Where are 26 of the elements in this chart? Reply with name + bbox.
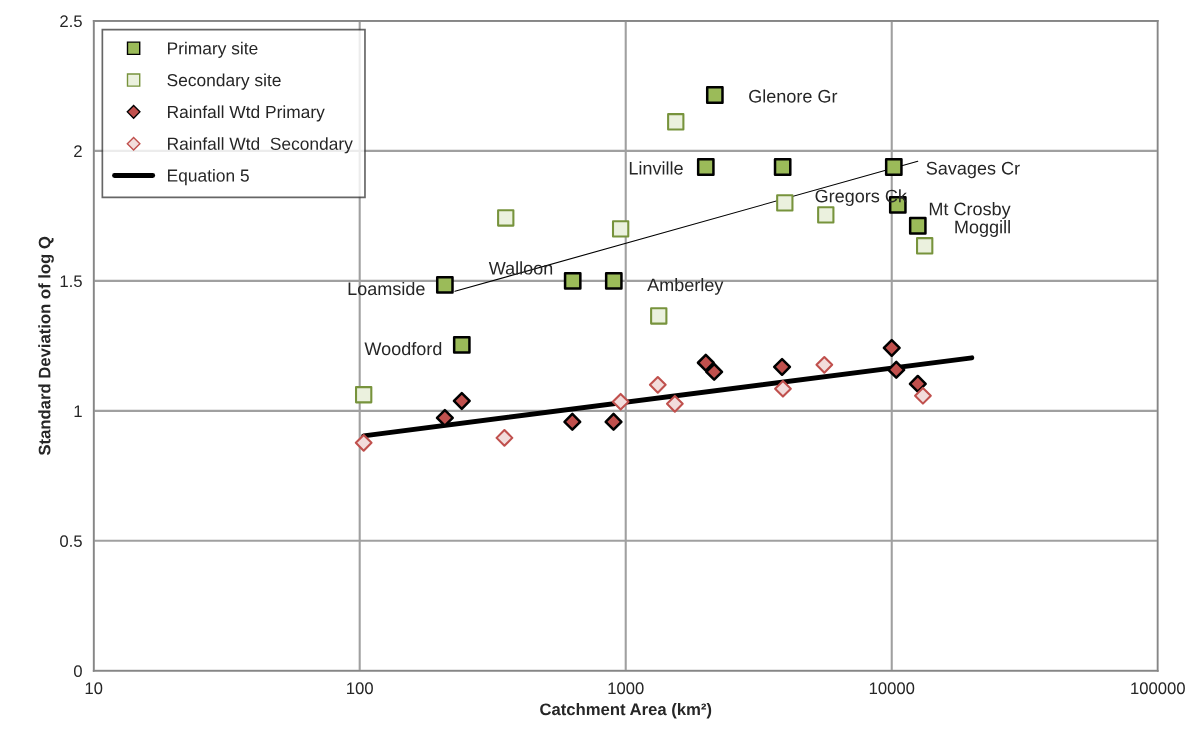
y-axis-title: Standard Deviation of log Q xyxy=(38,236,54,456)
y-tick-label: 0 xyxy=(73,665,82,678)
legend-label: Primary site xyxy=(168,41,258,58)
annotation: Amberley xyxy=(647,278,724,295)
annotation: Linville xyxy=(629,161,683,175)
annotation: Moggill xyxy=(955,220,1010,237)
x-axis-title: Catchment Area (km²) xyxy=(540,703,712,719)
annotation: Savages Cr xyxy=(926,161,1020,179)
x-tick-label: 1000 xyxy=(608,682,644,695)
legend-label: Equation 5 xyxy=(168,168,249,186)
x-tick-label: 10 xyxy=(85,682,103,695)
y-tick-label: 2 xyxy=(74,145,82,157)
legend-label: Rainfall Wtd Primary xyxy=(168,105,325,122)
annotation: Woodford xyxy=(364,341,442,356)
legend-label: Rainfall Wtd Secondary xyxy=(168,137,353,154)
y-tick-label: 2.5 xyxy=(60,15,82,28)
x-tick-label: 100 xyxy=(347,682,373,695)
x-tick-label: 100000 xyxy=(1131,682,1185,695)
annotation: Loamside xyxy=(348,281,425,296)
y-tick-label: 1 xyxy=(74,405,82,417)
legend-label: Secondary site xyxy=(167,73,281,90)
y-tick-label: 1.5 xyxy=(60,275,82,288)
annotation: Mt Crosby xyxy=(929,202,1011,219)
y-tick-label: 0.5 xyxy=(60,535,82,548)
x-tick-label: 10000 xyxy=(869,682,915,695)
annotation: Glenore Gr xyxy=(749,89,838,103)
